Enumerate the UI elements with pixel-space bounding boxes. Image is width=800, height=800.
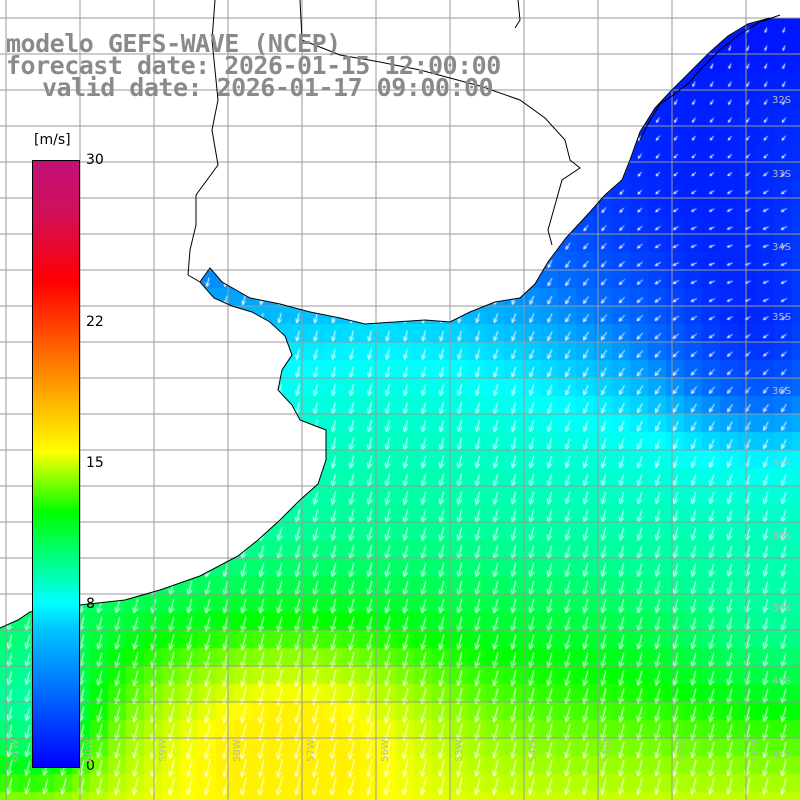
latitude-label: 32S [772,95,792,106]
longitude-label: 58W [232,739,243,762]
latitude-label: 40S [772,676,792,687]
colorbar [32,160,80,768]
colorbar-tick-label: 30 [86,152,104,168]
coastline [0,17,771,629]
latitude-label: 37S [772,458,792,469]
colorbar-tick-label: 15 [86,455,104,471]
latitude-label: 39S [772,603,792,614]
longitude-label: 52W [676,739,687,762]
longitude-label: 59W [158,739,169,762]
latitude-label: 36S [772,386,792,397]
model-title: modelo GEFS-WAVE (NCEP) [6,29,341,58]
longitude-label: 55W [454,739,465,762]
lagoon-coast [639,14,781,141]
latitude-label: 33S [772,169,792,180]
colorbar-gradient [33,161,79,767]
colorbar-unit: [m/s] [34,132,71,148]
colorbar-tick-label: 8 [86,596,95,613]
border-uruguay-brazil [299,0,581,246]
colorbar-tick-label: 22 [86,313,104,330]
forecast-date: forecast date: 2026-01-15 12:00:00 [6,51,501,80]
border-argentina-uruguay [187,0,219,283]
longitude-label: 51W [750,739,761,762]
border-north [514,0,521,29]
latitude-label: 38S [772,531,792,542]
latitude-label: 34S [772,242,792,253]
colorbar-tick-label: 0 [86,758,95,774]
longitude-label: 57W [306,739,317,762]
longitude-label: 60W [84,739,95,762]
longitude-label: 53W [602,739,613,762]
longitude-label: 61W [10,739,21,762]
latitude-label: 35S [772,312,792,323]
valid-date: valid date: 2026-01-17 09:00:00 [42,73,494,102]
longitude-label: 56W [380,739,391,762]
latitude-label: 41S [772,750,792,761]
longitude-label: 54W [528,739,539,762]
